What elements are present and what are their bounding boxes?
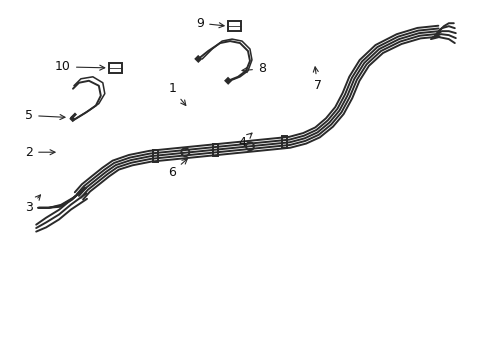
Bar bbox=[108, 63, 122, 73]
Text: 3: 3 bbox=[25, 195, 41, 214]
Text: 1: 1 bbox=[168, 82, 185, 105]
Text: 10: 10 bbox=[55, 60, 104, 73]
Text: 8: 8 bbox=[242, 62, 265, 75]
Text: 4: 4 bbox=[238, 133, 251, 149]
Text: 2: 2 bbox=[25, 146, 55, 159]
Bar bbox=[282, 136, 286, 148]
Bar bbox=[212, 144, 217, 156]
Text: 9: 9 bbox=[196, 17, 224, 30]
Bar bbox=[227, 21, 241, 31]
Text: 7: 7 bbox=[313, 67, 321, 92]
Bar bbox=[153, 150, 158, 162]
Text: 5: 5 bbox=[25, 109, 65, 122]
Text: 6: 6 bbox=[168, 159, 187, 179]
